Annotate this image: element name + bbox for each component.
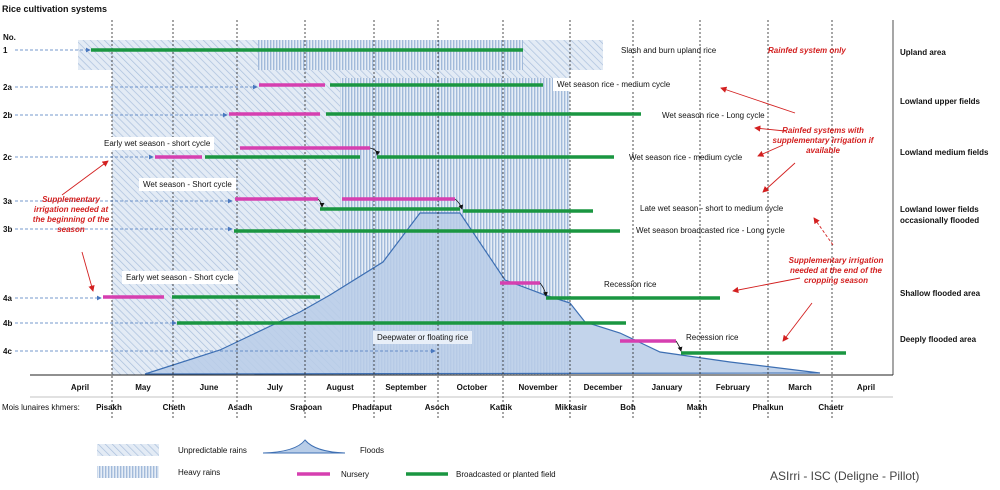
note-supp-end: Supplementary irrigation needed at the e… (788, 256, 884, 285)
row-label-1: 1 (3, 46, 8, 55)
khmer-asadh: Asadh (227, 403, 253, 412)
month-december: December (583, 383, 623, 392)
row-label-3b: 3b (3, 225, 13, 234)
month-january: January (651, 383, 683, 392)
nursery-segments (103, 83, 676, 343)
area-deep: Deeply flooded area (900, 335, 977, 344)
month-april-start: April (70, 383, 90, 392)
khmer-chaetr: Chaetr (818, 403, 844, 412)
label-3b: Wet season broadcasted rice - Long cycle (636, 226, 785, 235)
month-october: October (456, 383, 488, 392)
khmer-boh: Boh (620, 403, 636, 412)
row-label-4c: 4c (3, 347, 12, 356)
area-lowland-medium: Lowland medium fields (900, 148, 989, 157)
khmer-cheth: Cheth (162, 403, 186, 412)
note-rainfed-supp: Rainfed systems with supplementary irrig… (772, 126, 874, 155)
transplant-arrows (317, 147, 683, 352)
month-march: March (788, 383, 812, 392)
month-august: August (326, 383, 354, 392)
note-supp-begin: Supplementary irrigation needed at the b… (32, 195, 110, 234)
legend-floods-label: Floods (360, 446, 385, 455)
label-2b: Wet season rice - Long cycle (662, 111, 765, 120)
month-june: June (199, 383, 219, 392)
month-february: February (715, 383, 751, 392)
month-may: May (135, 383, 151, 392)
legend-heavy-swatch (97, 466, 159, 478)
area-lowland-lower: Lowland lower fields occasionally floode… (900, 205, 980, 225)
row-leaders (15, 47, 436, 354)
label-4a: Recession rice (604, 280, 657, 289)
legend-field-label: Broadcasted or planted field (456, 470, 556, 479)
label-3a: Late wet season - short to medium cycle (640, 204, 784, 213)
diagram-title: Rice cultivation systems (2, 4, 108, 14)
note-arrow-dashed (813, 217, 834, 246)
khmer-kattik: Kattik (489, 403, 513, 412)
khmer-asoch: Asoch (424, 403, 450, 412)
credit: ASIrri - ISC (Deligne - Pillot) (770, 469, 920, 483)
label-2a: Wet season rice - medium cycle (553, 78, 675, 91)
flood-area (144, 212, 821, 375)
legend-unpredictable-swatch (97, 444, 159, 456)
label-4c-deepwater: Deepwater or floating rice (373, 331, 473, 344)
row-label-3a: 3a (3, 197, 12, 206)
khmer-months-label: Mois lunaires khmers: (2, 403, 80, 412)
month-april-end: April (856, 383, 876, 392)
legend-flood-swatch (262, 439, 346, 454)
area-lowland-upper: Lowland upper fields (900, 97, 981, 106)
heavy-rains-upland (258, 40, 523, 70)
row-number-header: No. (3, 33, 16, 42)
area-shallow: Shallow flooded area (900, 289, 981, 298)
khmer-srapoan: Srapoan (289, 403, 322, 412)
row-label-2b: 2b (3, 111, 13, 120)
legend-heavy-label: Heavy rains (178, 468, 221, 477)
field-segments (91, 48, 846, 355)
row-label-2c: 2c (3, 153, 12, 162)
khmer-mikkasir: Mikkasir (554, 403, 588, 412)
month-july: July (266, 383, 283, 392)
label-2c: Wet season rice - medium cycle (629, 153, 743, 162)
khmer-makh: Makh (686, 403, 708, 412)
legend-unpredictable-label: Unpredictable rains (178, 446, 247, 455)
row-label-4b: 4b (3, 319, 13, 328)
area-upland: Upland area (900, 48, 946, 57)
note-rainfed-only: Rainfed system only (768, 46, 846, 55)
label-4a-early: Early wet season - Short cycle (122, 271, 238, 284)
row-label-4a: 4a (3, 294, 12, 303)
label-4c: Recession rice (686, 333, 739, 342)
label-3a-early: Wet season - Short cycle (139, 178, 236, 191)
label-2c-early: Early wet season - short cycle (100, 137, 215, 150)
khmer-phalkun: Phalkun (752, 403, 784, 412)
month-september: September (385, 383, 427, 392)
row-label-2a: 2a (3, 83, 12, 92)
khmer-pisakh: Pisakh (96, 403, 122, 412)
note-arrows (61, 86, 813, 342)
month-november: November (518, 383, 558, 392)
legend-nursery-label: Nursery (341, 470, 370, 479)
label-1: Slash and burn upland rice (621, 46, 717, 55)
khmer-phadraput: Phadraput (352, 403, 392, 412)
